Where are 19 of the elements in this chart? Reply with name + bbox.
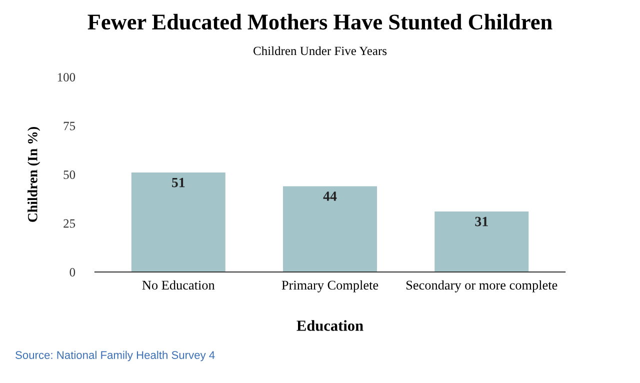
x-tick-label: No Education: [142, 280, 215, 290]
bar: [434, 212, 529, 272]
y-axis-title: Children (In %): [28, 127, 40, 222]
bar: [283, 186, 377, 272]
data-label: 31: [475, 216, 488, 226]
x-axis-title: Education: [296, 320, 364, 331]
x-tick-label: Secondary or more complete: [406, 280, 558, 292]
y-tick-label: 100: [58, 73, 76, 82]
y-tick-label: 0: [70, 268, 76, 276]
y-tick-label: 25: [64, 219, 76, 228]
source-note: Source: National Family Health Survey 4: [16, 350, 215, 362]
x-tick-label: Primary Complete: [282, 280, 378, 292]
y-tick-label: 50: [64, 170, 76, 179]
data-label: 51: [172, 178, 185, 188]
y-tick-label: 75: [64, 122, 76, 130]
data-label: 44: [323, 192, 337, 201]
chart-subtitle: Children Under Five Years: [254, 46, 387, 56]
chart-title: Fewer Educated Mothers Have Stunted Children: [88, 14, 552, 30]
bar: [131, 172, 226, 272]
